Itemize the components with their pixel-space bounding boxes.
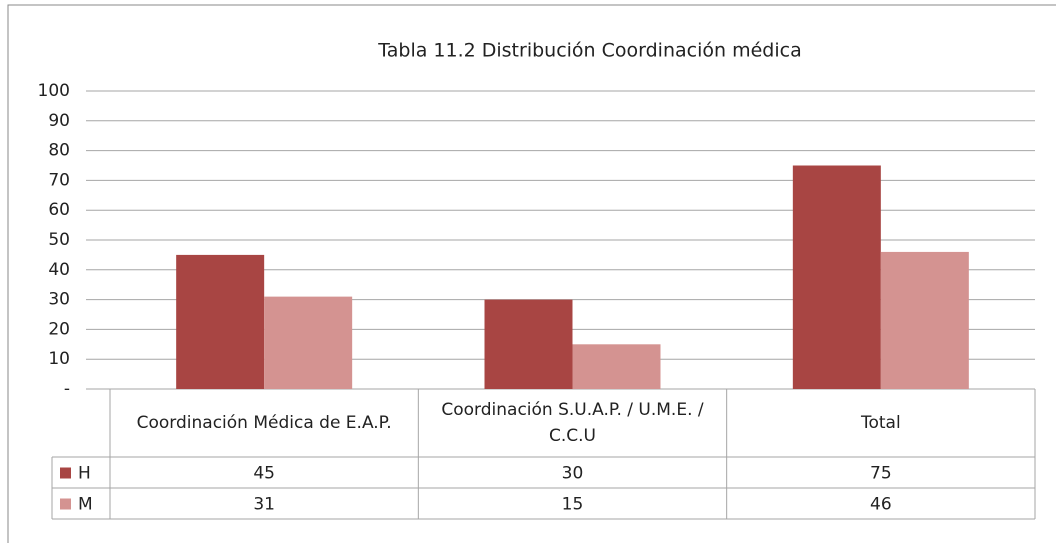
- table-cell: Coordinación S.U.A.P. / U.M.E. / C.C.U: [441, 400, 704, 446]
- legend-swatch: [60, 467, 71, 479]
- cell-text: Coordinación Médica de E.A.P.: [136, 413, 392, 433]
- y-tick-label: 60: [48, 200, 70, 220]
- table-cell: Coordinación Médica de E.A.P.: [136, 413, 392, 433]
- y-tick-label: -: [64, 379, 70, 399]
- y-tick-label: 30: [48, 290, 70, 310]
- y-tick-label: 80: [48, 141, 70, 161]
- cell-text: Coordinación S.U.A.P. / U.M.E. / C.C.U: [441, 400, 704, 446]
- bar: [880, 251, 969, 389]
- bar: [176, 254, 265, 389]
- table-value: 31: [253, 495, 275, 515]
- y-tick-label: 50: [48, 230, 70, 250]
- y-tick-label: 70: [48, 170, 70, 190]
- legend-label: H: [78, 464, 91, 484]
- table-cell: Total: [860, 413, 901, 433]
- y-tick-label: 20: [48, 319, 70, 339]
- y-tick-label: 10: [48, 349, 70, 369]
- frame: [7, 4, 1056, 543]
- table-value: 30: [562, 464, 584, 484]
- table-value: 46: [870, 495, 892, 515]
- y-tick-label: 40: [48, 260, 70, 280]
- y-tick-label: 100: [38, 81, 70, 101]
- bar: [792, 165, 881, 389]
- table-value: 75: [870, 464, 892, 484]
- legend-label: M: [78, 495, 93, 515]
- bar: [484, 299, 573, 389]
- chart-title: Tabla 11.2 Distribución Coordinación méd…: [377, 40, 801, 62]
- cell-text: Total: [860, 413, 901, 433]
- table-value: 45: [253, 464, 275, 484]
- bar: [572, 344, 661, 389]
- table-value: 15: [562, 495, 584, 515]
- bar: [264, 296, 353, 389]
- legend-swatch: [60, 498, 71, 510]
- y-tick-label: 90: [48, 111, 70, 131]
